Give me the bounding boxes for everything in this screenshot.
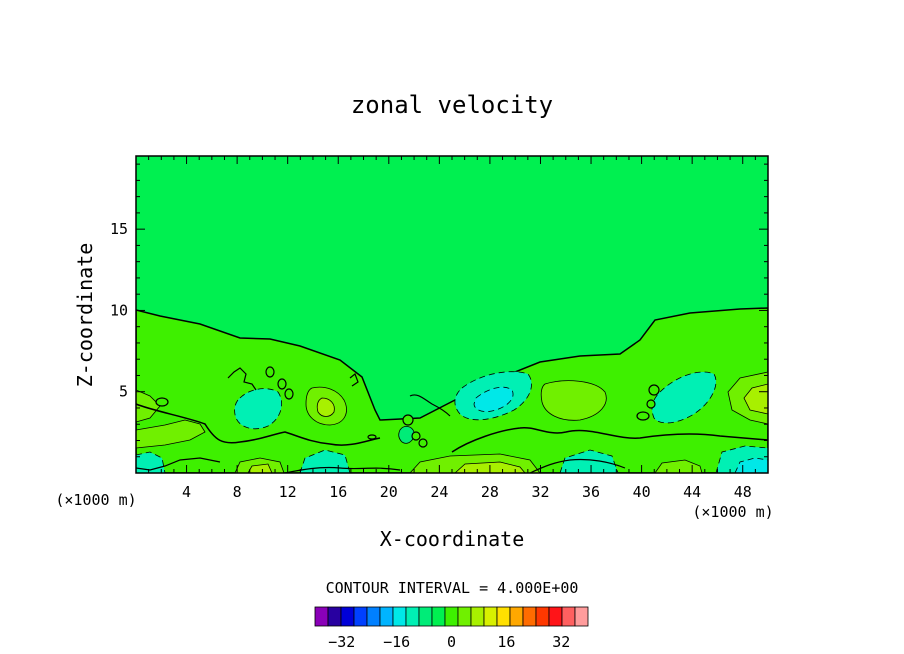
colorbar-swatch	[418, 606, 433, 627]
x-tick-label: 40	[633, 483, 651, 501]
colorbar-swatch	[379, 606, 394, 627]
colorbar-tick-label: −32	[328, 633, 355, 651]
x-tick-label: 48	[734, 483, 752, 501]
contour-loop	[402, 414, 414, 426]
field-negative-lobe	[398, 426, 415, 444]
x-tick-label: 32	[531, 483, 549, 501]
x-unit-right: (×1000 m)	[692, 503, 773, 521]
x-tick-label: 28	[481, 483, 499, 501]
colorbar-tick-label: 0	[447, 633, 456, 651]
x-tick-label: 8	[233, 483, 242, 501]
contour-field	[136, 156, 768, 473]
colorbar-swatch	[509, 606, 524, 627]
x-tick-label: 20	[380, 483, 398, 501]
colorbar-swatch	[470, 606, 485, 627]
colorbar-swatch	[483, 606, 498, 627]
x-tick-label: 4	[182, 483, 191, 501]
y-axis-label: Z-coordinate	[73, 243, 97, 388]
colorbar-swatch	[444, 606, 459, 627]
field-negative-lobe	[473, 386, 514, 412]
x-tick-label: 12	[279, 483, 297, 501]
colorbar-swatch	[405, 606, 420, 627]
contour-loop	[284, 388, 294, 400]
contour-line	[451, 427, 768, 453]
x-tick-label: 24	[430, 483, 448, 501]
contour-line	[227, 367, 257, 391]
contour-loop	[648, 384, 660, 396]
colorbar-swatch	[314, 606, 329, 627]
colorbar-swatch	[522, 606, 537, 627]
field-positive-pocket	[316, 397, 335, 417]
colorbar-swatch	[353, 606, 368, 627]
contour-loop	[367, 434, 377, 440]
field-negative-lobe	[234, 388, 283, 430]
colorbar-swatch	[496, 606, 511, 627]
field-positive-pocket	[136, 419, 206, 449]
y-tick-label: 15	[110, 220, 128, 238]
colorbar-swatch	[548, 606, 563, 627]
colorbar-swatch	[457, 606, 472, 627]
x-tick-label: 44	[683, 483, 701, 501]
contour-loop	[277, 378, 287, 390]
contour-line	[349, 373, 359, 387]
contour-loop	[646, 399, 656, 409]
colorbar-swatch	[574, 606, 589, 627]
colorbar-swatch	[327, 606, 342, 627]
field-positive-pocket	[540, 380, 607, 421]
colorbar-swatch	[535, 606, 550, 627]
y-tick-label: 5	[119, 383, 128, 401]
contour-loop	[418, 438, 428, 448]
colorbar-tick-label: 32	[552, 633, 570, 651]
x-axis-label: X-coordinate	[380, 527, 525, 551]
colorbar-swatch	[561, 606, 576, 627]
colorbar-swatch	[366, 606, 381, 627]
colorbar-swatch	[431, 606, 446, 627]
contour-loop	[155, 397, 169, 407]
contour-line	[409, 394, 451, 417]
field-positive-pocket	[136, 389, 161, 423]
x-axis-ticks: 4 8 12 16 20 24 28 32 36 40 44 48	[148, 156, 756, 501]
chart-title: zonal velocity	[351, 91, 553, 119]
contour-line	[136, 403, 381, 446]
colorbar-swatch	[340, 606, 355, 627]
contour-line	[284, 466, 401, 473]
colorbar-tick-label: 16	[497, 633, 515, 651]
y-axis-ticks: 5 10 15	[110, 163, 768, 458]
contour-interval-text: CONTOUR INTERVAL = 4.000E+00	[326, 579, 579, 597]
contour-loop	[265, 366, 275, 378]
contour-loop	[411, 431, 421, 441]
colorbar-swatch	[392, 606, 407, 627]
contour-loop	[636, 411, 650, 421]
colorbar-tick-label: −16	[383, 633, 410, 651]
contour-line	[529, 458, 626, 473]
x-tick-label: 16	[329, 483, 347, 501]
field-negative-lobe	[734, 457, 768, 473]
field-positive-pocket	[247, 463, 273, 473]
y-tick-label: 10	[110, 301, 128, 319]
x-unit-left: (×1000 m)	[55, 491, 136, 509]
field-negative-lobe	[651, 371, 717, 424]
x-tick-label: 36	[582, 483, 600, 501]
contour-line	[136, 457, 221, 471]
colorbar: −32 −16 0 16 32	[314, 606, 589, 651]
